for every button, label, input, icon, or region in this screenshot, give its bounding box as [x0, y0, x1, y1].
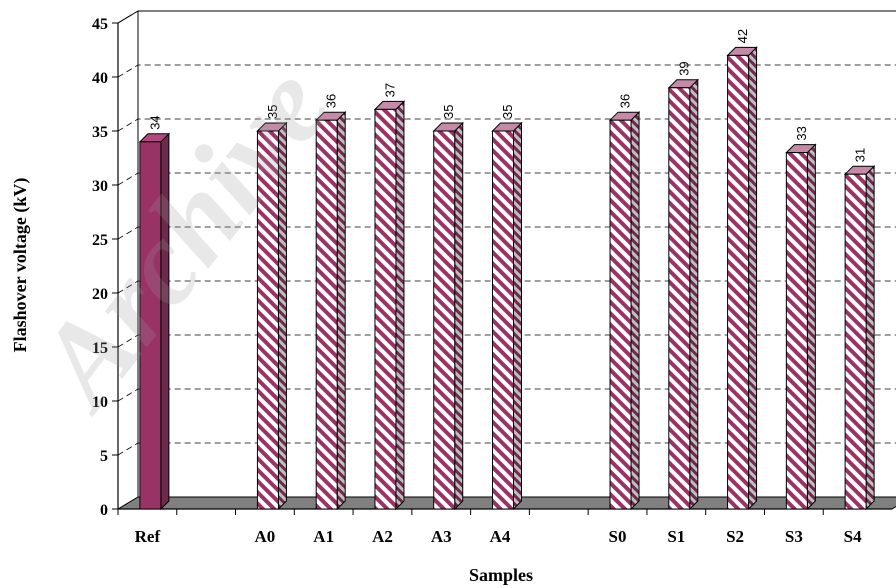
- y-axis-title: Flashover voltage (kV): [10, 178, 31, 353]
- bar-front-face: [492, 130, 514, 510]
- bar-front-face: [139, 141, 162, 510]
- bar-front-face: [668, 87, 691, 510]
- bar-S2: [726, 46, 758, 511]
- bar-side-face: [630, 110, 640, 511]
- data-label: 42: [735, 29, 750, 43]
- y-tick-label: 20: [92, 286, 108, 303]
- y-tick-label: 40: [92, 70, 108, 87]
- x-tick-label: A0: [255, 527, 276, 546]
- y-tick-label: 45: [92, 16, 108, 33]
- bar-A1: [314, 110, 347, 511]
- bar-A0: [256, 121, 288, 511]
- x-tick-label: Ref: [135, 527, 161, 546]
- x-tick-label: A2: [372, 527, 393, 546]
- bar-side-face: [336, 110, 346, 511]
- data-label: 31: [853, 148, 868, 162]
- bar-front-face: [785, 152, 808, 510]
- data-label: 35: [265, 105, 280, 119]
- bar-side-face: [865, 164, 875, 511]
- bar-front-face: [315, 119, 338, 510]
- x-tick-label: S0: [609, 527, 627, 546]
- y-tick-label: 10: [92, 394, 108, 411]
- bar-side-face: [806, 143, 816, 511]
- x-tick-label: A3: [431, 527, 452, 546]
- bar-front-face: [256, 130, 279, 510]
- data-label: 36: [618, 94, 633, 108]
- gridline: [117, 442, 896, 456]
- data-label: 35: [500, 105, 515, 119]
- gridline: [117, 226, 896, 240]
- gridline: [117, 172, 896, 186]
- bar-Ref: [138, 132, 171, 511]
- bar-S3: [785, 143, 817, 511]
- bar-A3: [432, 121, 464, 511]
- bar-A2: [373, 100, 406, 511]
- bar-front-face: [727, 54, 750, 510]
- bar-side-face: [454, 121, 464, 511]
- gridline: [117, 280, 896, 294]
- bar-front-face: [374, 108, 397, 510]
- bar-S4: [843, 164, 876, 511]
- bar-front-face: [433, 130, 456, 510]
- x-tick-label: S3: [785, 527, 803, 546]
- y-tick-label: 25: [92, 232, 108, 249]
- y-tick-label: 30: [92, 178, 108, 195]
- bar-side-face: [689, 78, 699, 511]
- x-tick-label: S2: [726, 527, 744, 546]
- gridline: [117, 334, 896, 348]
- data-label: 35: [441, 105, 456, 119]
- bar-S1: [667, 78, 700, 511]
- bar-front-face: [844, 173, 867, 510]
- bar-side-face: [748, 46, 758, 511]
- y-tick-label: 15: [92, 340, 108, 357]
- data-label: 39: [676, 61, 691, 75]
- data-label: 33: [794, 126, 809, 140]
- x-axis-title: Samples: [469, 565, 533, 585]
- y-tick-label: 35: [92, 124, 108, 141]
- x-tick-label: A1: [313, 527, 334, 546]
- y-tick-label: 0: [100, 502, 108, 519]
- data-label: 37: [382, 83, 397, 97]
- bar-side-face: [513, 121, 522, 511]
- bar-front-face: [609, 119, 632, 510]
- data-label: 34: [147, 115, 162, 129]
- bar-S0: [608, 110, 641, 511]
- gridline: [117, 64, 896, 78]
- bar-side-face: [395, 100, 405, 511]
- gridline: [117, 118, 896, 132]
- x-tick-label: S4: [844, 527, 862, 546]
- gridline: [117, 388, 896, 402]
- x-tick-label: S1: [667, 527, 685, 546]
- gridline: [117, 10, 896, 24]
- x-tick-label: A4: [490, 527, 511, 546]
- data-label: 36: [324, 94, 339, 108]
- y-tick-label: 5: [100, 448, 108, 465]
- bar-A4: [491, 121, 523, 511]
